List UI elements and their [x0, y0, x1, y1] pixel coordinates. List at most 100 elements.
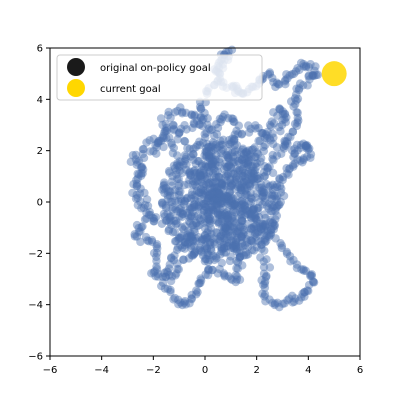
trajectory-point	[285, 164, 294, 173]
trajectory-point	[175, 161, 184, 171]
trajectory-point	[250, 210, 259, 219]
trajectory-point	[142, 195, 152, 204]
trajectory-point	[201, 235, 210, 245]
trajectory-point	[292, 108, 301, 117]
trajectory-point	[175, 166, 184, 176]
trajectory-point	[136, 171, 146, 180]
trajectory-point	[304, 280, 314, 290]
trajectory-point	[260, 133, 270, 142]
trajectory-point	[197, 160, 207, 169]
trajectory-point	[289, 152, 298, 162]
trajectory-point	[236, 246, 245, 256]
trajectory-point	[177, 212, 187, 222]
trajectory-point	[216, 190, 225, 200]
trajectory-point	[222, 238, 232, 247]
trajectory-point	[230, 200, 240, 209]
trajectory-point	[165, 213, 174, 222]
trajectory-point	[250, 177, 259, 186]
trajectory-point	[140, 200, 150, 210]
trajectory-point	[202, 172, 211, 181]
trajectory-point	[213, 161, 223, 171]
trajectory-point	[201, 254, 210, 264]
goal-layer	[321, 61, 347, 87]
trajectory-point	[170, 293, 180, 303]
trajectory-point	[176, 187, 185, 196]
trajectory-point	[306, 60, 315, 69]
trajectory-point	[265, 134, 275, 143]
trajectory-point	[246, 124, 256, 133]
trajectory-point	[185, 218, 195, 228]
trajectory-point	[180, 237, 189, 247]
trajectory-point	[230, 130, 240, 139]
trajectory-point	[193, 176, 202, 185]
legend: original on-policy goal current goal	[56, 54, 263, 101]
trajectory-point	[268, 168, 278, 178]
trajectory-point	[199, 206, 209, 215]
trajectory-point	[224, 195, 234, 204]
trajectory-point	[164, 107, 173, 117]
trajectory-point	[237, 155, 247, 164]
trajectory-point	[225, 216, 234, 226]
trajectory-point	[259, 262, 269, 272]
trajectory-point	[205, 153, 214, 162]
trajectory-point	[245, 208, 254, 217]
trajectory-point	[223, 230, 233, 239]
trajectory-point	[289, 255, 298, 265]
trajectory-point	[208, 162, 217, 171]
trajectory-point	[262, 131, 271, 140]
y-tick-label: −6	[28, 352, 43, 363]
trajectory-point	[237, 216, 246, 225]
trajectory-point	[202, 151, 211, 161]
y-tick-label: 6	[37, 44, 43, 55]
trajectory-point	[184, 226, 193, 235]
trajectory-point	[131, 194, 141, 203]
trajectory-point	[238, 169, 247, 178]
trajectory-point	[187, 290, 196, 300]
trajectory-point	[252, 242, 261, 252]
trajectory-point	[266, 215, 275, 225]
trajectory-point	[217, 258, 227, 268]
trajectory-point	[242, 250, 251, 260]
trajectory-point	[160, 188, 169, 198]
trajectory-point	[259, 280, 268, 290]
trajectory-point	[208, 178, 218, 188]
trajectory-point	[265, 181, 275, 191]
trajectory-point	[260, 283, 270, 292]
trajectory-point	[223, 147, 233, 156]
trajectory-point	[236, 208, 245, 217]
trajectory-point	[180, 121, 189, 130]
trajectory-point	[177, 243, 187, 252]
trajectory-point	[258, 192, 267, 201]
trajectory-point	[163, 111, 173, 120]
trajectory-point	[236, 222, 245, 232]
trajectory-point	[207, 162, 217, 171]
trajectory-point	[208, 265, 217, 275]
trajectory-point	[204, 193, 213, 203]
trajectory-point	[227, 222, 236, 231]
trajectory-point	[254, 203, 263, 213]
trajectory-point	[153, 272, 163, 281]
trajectory-point	[240, 173, 250, 182]
trajectory-point	[223, 241, 232, 251]
trajectory-point	[242, 148, 251, 157]
trajectory-point	[129, 180, 138, 189]
trajectory-point	[226, 252, 235, 261]
trajectory-point	[231, 237, 241, 247]
trajectory-point	[284, 294, 294, 303]
trajectory-point	[230, 199, 240, 209]
trajectory-point	[224, 160, 234, 170]
trajectory-point	[238, 144, 248, 153]
trajectory-point	[243, 230, 252, 240]
x-tick-label: −2	[146, 365, 161, 376]
trajectory-point	[158, 278, 168, 288]
trajectory-point	[215, 210, 224, 220]
trajectory-point	[251, 228, 260, 238]
trajectory-point	[260, 141, 270, 150]
trajectory-point	[134, 223, 143, 233]
trajectory-point	[161, 183, 171, 193]
trajectory-point	[138, 149, 148, 159]
trajectory-point	[238, 145, 247, 155]
trajectory-point	[197, 174, 206, 184]
trajectory-point	[272, 151, 282, 160]
trajectory-point	[177, 109, 187, 118]
